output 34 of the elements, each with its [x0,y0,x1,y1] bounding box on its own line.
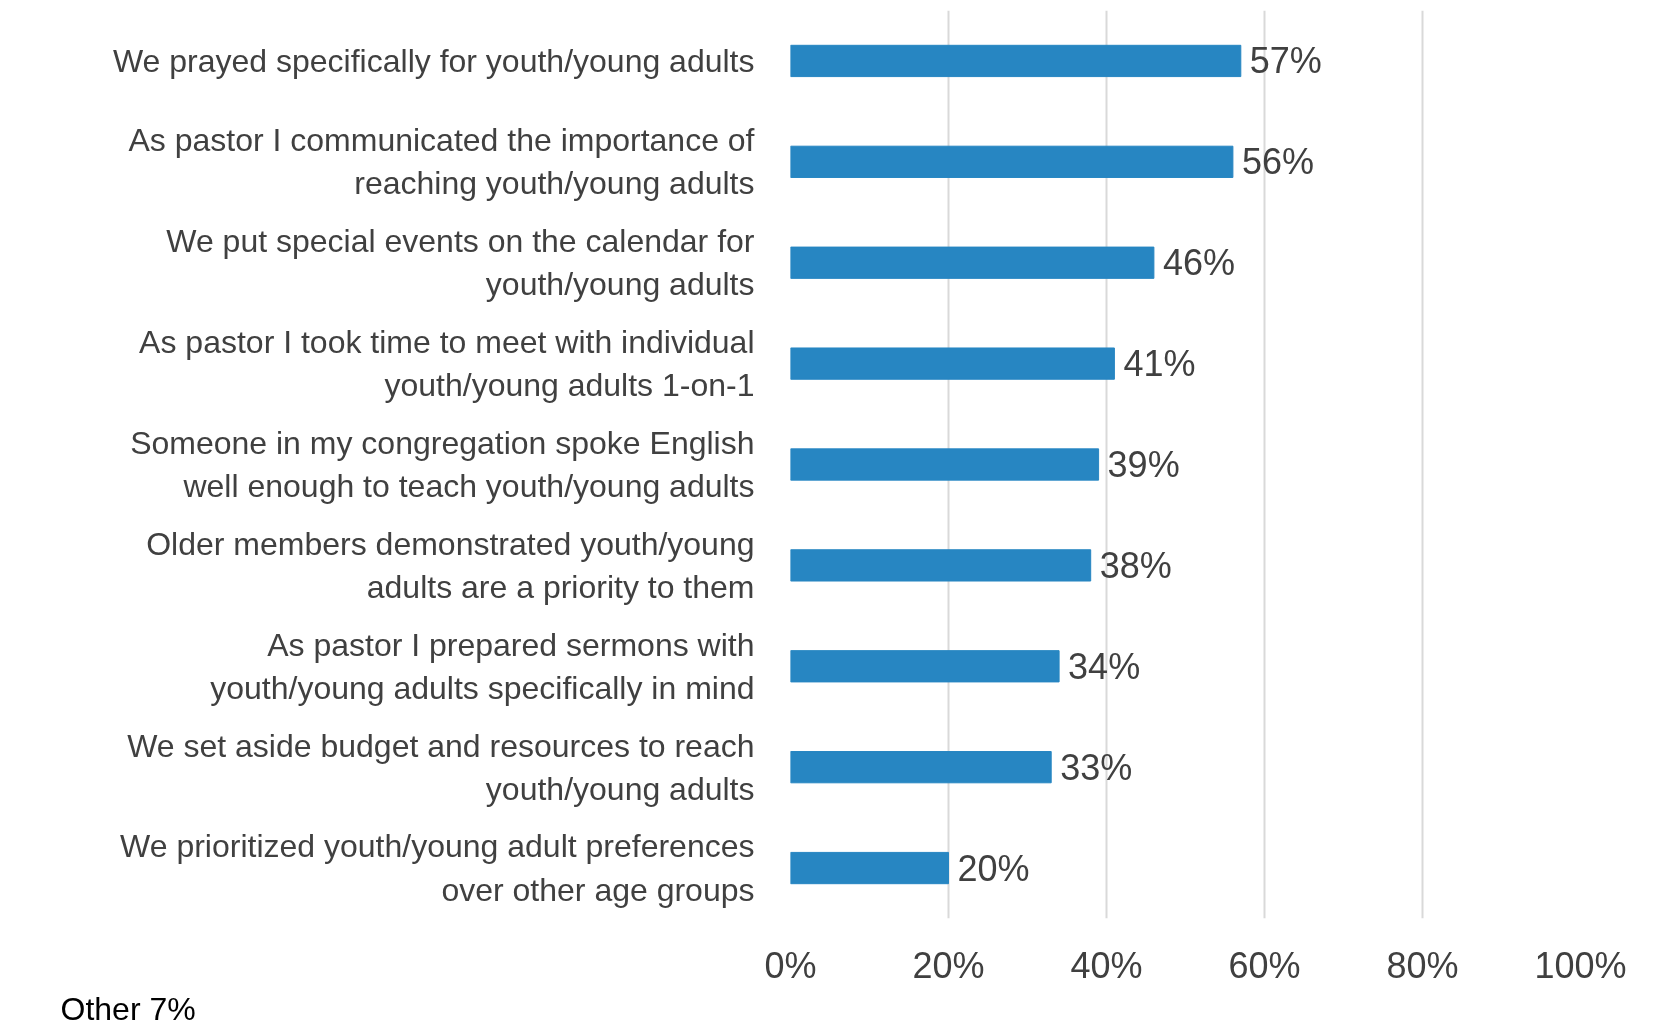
bar [790,751,1052,784]
y-tick-label: Someone in my congregation spoke English well enough to teach youth/young adults [130,424,755,505]
y-tick-label: As pastor I took time to meet with individual youth/young adults 1-on-1 [139,324,755,404]
data-label: 34% [1068,645,1141,687]
y-tick-label: We put special events on the calendar for youth/young adults [166,223,755,303]
x-tick-label: 40% [1070,944,1143,986]
y-tick-label: Older members demonstrated youth/young adults are a priority to them [146,525,755,605]
bar [790,44,1242,78]
y-tick-label: As pastor I communicated the importance of reaching youth/young adults [128,122,755,202]
bar [790,448,1100,481]
x-tick-label: 0% [764,944,817,986]
y-tick-label: As pastor I prepared sermons with youth/young adults specifically in mind [210,626,755,706]
data-label: 39% [1107,444,1180,485]
data-label: 57% [1249,40,1322,82]
bar [790,145,1234,178]
data-label: 38% [1099,544,1172,586]
x-tick-label: 100% [1534,944,1627,986]
data-label: 41% [1123,343,1196,385]
bar [790,851,949,885]
bar [790,549,1092,582]
x-tick-label: 20% [912,944,985,986]
y-tick-label: We prayed specifically for youth/young adults [112,42,755,79]
data-label: 46% [1162,242,1235,284]
data-label: 20% [957,847,1030,889]
bar [790,347,1115,380]
data-label: 33% [1060,746,1133,788]
x-tick-label: 60% [1228,944,1301,986]
bar [790,246,1155,279]
x-tick-label: 80% [1386,944,1459,986]
y-tick-label: We prioritized youth/young adult preferences over other age groups [120,828,755,908]
text: Other 7% [60,990,196,1026]
bar [790,650,1060,683]
data-label: 56% [1241,141,1314,183]
y-tick-label: We set aside budget and resources to reach youth/young adults [127,727,755,807]
